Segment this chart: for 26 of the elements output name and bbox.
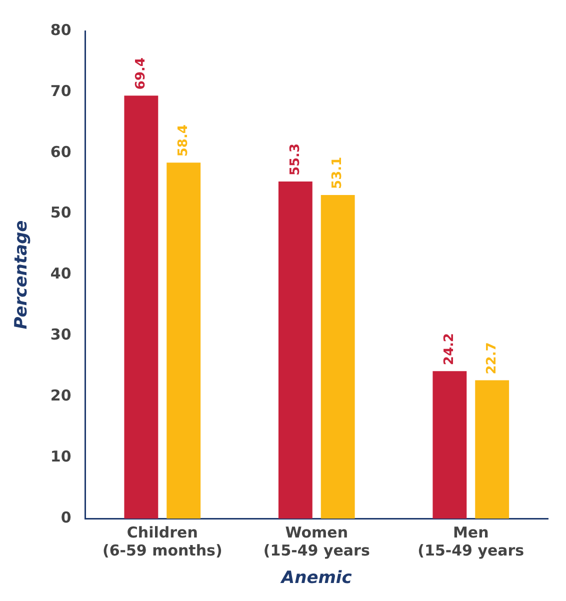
bar: [432, 371, 467, 519]
data-label: 69.4: [134, 58, 149, 90]
y-tick-label: 30: [50, 326, 72, 344]
x-tick-label: Men (15-49 years: [418, 523, 524, 560]
bar: [124, 96, 158, 519]
y-tick-label: 60: [50, 142, 72, 161]
bar: [320, 194, 355, 519]
data-label: 24.2: [442, 333, 458, 366]
bar: [166, 162, 201, 519]
y-tick-label: 20: [50, 386, 72, 405]
bar: [475, 380, 510, 519]
data-label: 58.4: [176, 124, 191, 157]
y-axis-title: Percentage: [12, 220, 32, 330]
x-tick-label: Children (6-59 months): [102, 523, 222, 560]
y-tick-label: 40: [50, 264, 72, 283]
y-tick-label: 0: [60, 508, 72, 526]
data-label: 53.1: [330, 156, 346, 189]
bar: [278, 182, 312, 519]
y-tick-label: 10: [50, 448, 72, 466]
x-axis-title: Anemic: [279, 568, 352, 588]
y-tick-label: 80: [50, 20, 72, 39]
x-tick-label: Women (15-49 years: [263, 523, 370, 560]
y-tick-label: 70: [50, 82, 72, 100]
data-label: 22.7: [484, 342, 500, 374]
y-tick-label: 50: [50, 204, 72, 222]
data-label: 55.3: [288, 143, 303, 176]
